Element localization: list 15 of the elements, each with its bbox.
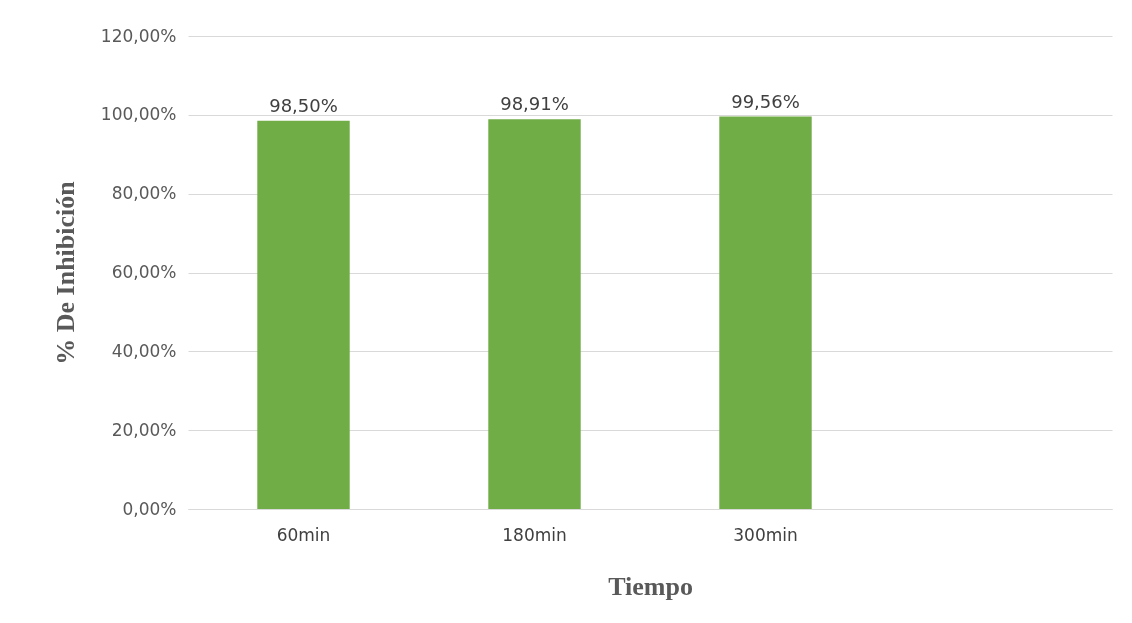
data-label: 98,50% [269, 94, 338, 116]
y-tick-label: 120,00% [100, 25, 177, 46]
x-tick-label: 60min [276, 524, 331, 545]
y-axis-title: % De Inhibición [50, 180, 80, 365]
x-axis-title: Tiempo [608, 571, 693, 601]
y-tick-label: 20,00% [111, 419, 177, 440]
y-tick-label: 100,00% [100, 104, 177, 125]
x-tick-label: 180min [502, 524, 567, 545]
data-label: 99,56% [731, 90, 800, 112]
y-tick-label: 60,00% [111, 262, 177, 282]
x-tick-label: 300min [733, 524, 798, 545]
y-tick-label: 80,00% [111, 183, 177, 204]
y-tick-label: 0,00% [122, 498, 177, 519]
data-label: 98,91% [500, 93, 569, 115]
y-tick-label: 40,00% [111, 340, 177, 361]
